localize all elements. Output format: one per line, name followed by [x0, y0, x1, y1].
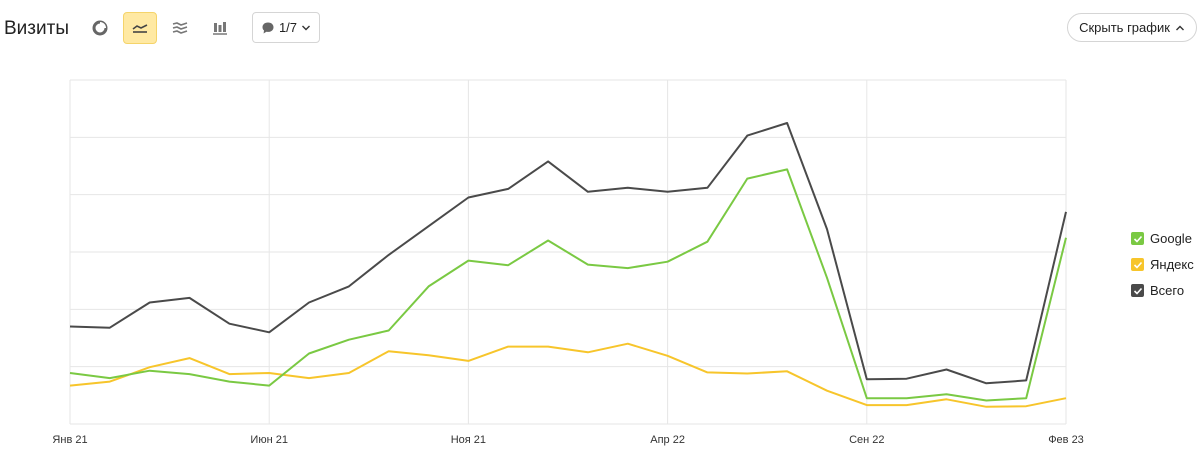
chevron-down-icon — [302, 25, 311, 30]
line-chart-icon — [132, 24, 148, 33]
pie-view-button[interactable] — [83, 12, 117, 44]
bar-view-button[interactable] — [203, 12, 237, 44]
legend-item-total[interactable]: Всего — [1131, 282, 1194, 299]
comments-counter: 1/7 — [278, 20, 298, 35]
legend-label: Google — [1150, 231, 1192, 246]
area-chart-icon — [172, 22, 188, 34]
hide-chart-button[interactable]: Скрыть график — [1067, 13, 1197, 42]
checkbox-checked-icon[interactable] — [1131, 284, 1144, 297]
x-tick-label: Апр 22 — [650, 434, 685, 446]
legend-item-google[interactable]: Google — [1131, 230, 1194, 247]
x-tick-label: Янв 21 — [52, 434, 87, 446]
area-view-button[interactable] — [163, 12, 197, 44]
checkbox-checked-icon[interactable] — [1131, 258, 1144, 271]
line-view-button[interactable] — [123, 12, 157, 44]
chart-legend: Google Яндекс Всего — [1131, 230, 1194, 308]
comment-icon — [262, 22, 274, 33]
legend-label: Всего — [1150, 283, 1185, 298]
pie-chart-icon — [92, 20, 108, 36]
x-tick-label: Фев 23 — [1048, 434, 1084, 446]
checkbox-checked-icon[interactable] — [1131, 232, 1144, 245]
chart-series — [69, 122, 1067, 408]
legend-item-yandex[interactable]: Яндекс — [1131, 256, 1194, 273]
chart-toolbar: Визиты 1/7 — [0, 0, 1200, 60]
x-tick-label: Сен 22 — [849, 434, 884, 446]
series-line-yandex[interactable] — [69, 342, 1067, 408]
chart-title: Визиты — [4, 18, 69, 39]
comments-button[interactable]: 1/7 — [252, 12, 320, 43]
bar-chart-icon — [213, 22, 227, 35]
series-line-google[interactable] — [69, 168, 1067, 402]
x-tick-label: Ноя 21 — [451, 434, 486, 446]
x-tick-label: Июн 21 — [250, 434, 288, 446]
chevron-up-icon — [1175, 25, 1184, 30]
legend-label: Яндекс — [1150, 257, 1194, 272]
x-axis: Янв 21 Июн 21 Ноя 21 Апр 22 Сен 22 Фев 23 — [52, 434, 1083, 446]
hide-chart-label: Скрыть график — [1079, 20, 1170, 35]
series-line-total[interactable] — [69, 122, 1067, 385]
